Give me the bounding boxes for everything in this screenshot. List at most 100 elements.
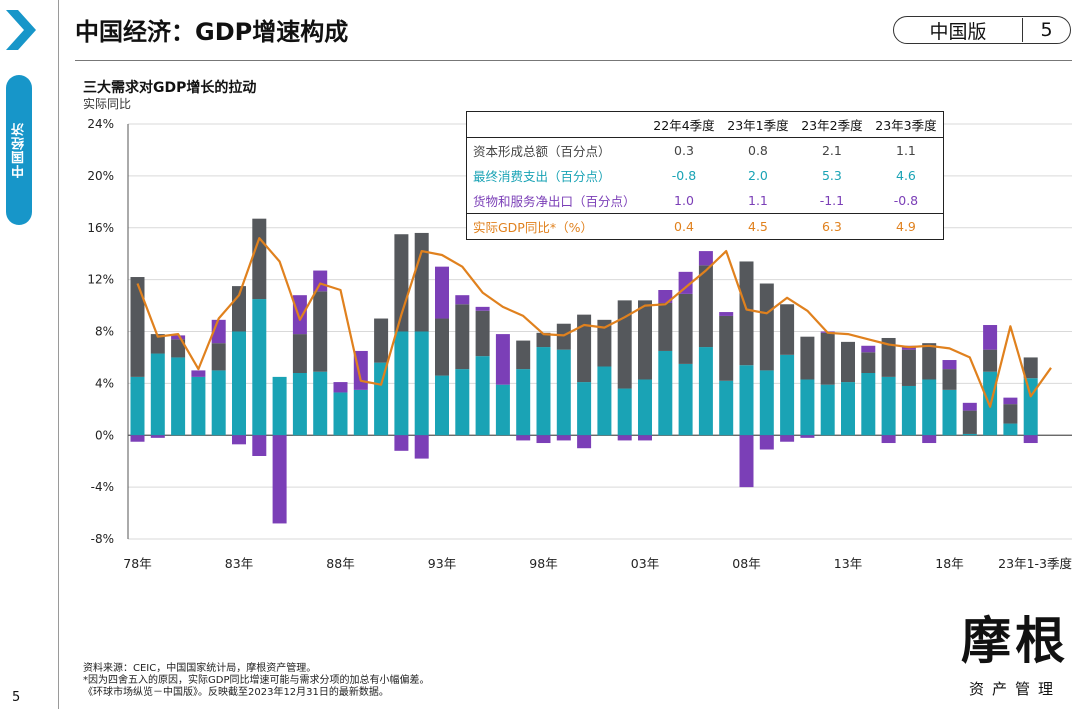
sidebar-tab-china-economy[interactable]: 中国经济	[6, 75, 32, 225]
bar-segment	[211, 343, 226, 371]
bar-segment	[577, 435, 592, 449]
bar-segment	[353, 389, 368, 436]
y-tick-label: 16%	[87, 221, 114, 235]
bar-segment	[780, 354, 795, 436]
x-tick-label: 78年	[123, 556, 151, 571]
bar-segment	[1023, 357, 1038, 379]
bar-segment	[150, 334, 165, 354]
bar-segment	[191, 376, 206, 436]
cell-value: 6.3	[821, 219, 842, 234]
bar-segment	[962, 433, 977, 436]
bar-segment	[658, 350, 673, 436]
bar-segment	[1003, 404, 1018, 424]
row-label: 实际GDP同比*（%）	[473, 220, 593, 235]
bar-segment	[942, 389, 957, 436]
bar-segment	[394, 331, 409, 436]
bar-segment	[130, 376, 145, 436]
bar-segment	[475, 306, 490, 311]
bar-segment	[211, 370, 226, 436]
bar-segment	[292, 295, 307, 335]
bar-segment	[150, 353, 165, 436]
bar-segment	[435, 318, 449, 376]
x-tick-label: 03年	[631, 556, 659, 571]
cell-value: 1.0	[674, 193, 694, 208]
bar-segment	[962, 402, 977, 411]
chevron-right-icon[interactable]	[4, 8, 38, 52]
cell-value: -0.8	[893, 193, 919, 208]
bar-segment	[232, 435, 246, 445]
x-tick-label: 83年	[225, 556, 253, 571]
left-rail: 中国经济 5	[0, 0, 59, 709]
bar-segment	[577, 314, 592, 383]
table-corner	[467, 112, 648, 138]
bar-segment	[171, 335, 186, 340]
bar-segment	[881, 337, 896, 377]
bar-segment	[536, 332, 551, 348]
y-tick-label: 12%	[87, 273, 114, 287]
table-col-header: 23年1季度	[727, 118, 789, 133]
bar-segment	[292, 373, 307, 436]
bar-segment	[780, 304, 795, 355]
edition-label: 中国版	[929, 20, 987, 43]
bar-segment	[495, 384, 510, 436]
bar-segment	[171, 357, 186, 436]
bar-segment	[1003, 423, 1018, 436]
bar-segment	[414, 435, 429, 459]
bar-segment	[638, 435, 652, 441]
bar-segment	[719, 380, 734, 436]
cell-value: 4.6	[896, 168, 916, 183]
bar-segment	[455, 295, 470, 305]
bar-segment	[333, 392, 348, 436]
bar-segment	[232, 331, 246, 436]
logo-main: 摩根	[961, 611, 1069, 670]
table-col-header: 23年3季度	[875, 118, 937, 133]
cell-value: 4.9	[896, 219, 916, 234]
bar-segment	[313, 371, 328, 436]
edition-separator	[1022, 18, 1023, 42]
bar-segment	[171, 339, 186, 358]
bar-segment	[698, 251, 713, 266]
bar-segment	[435, 375, 449, 436]
bar-segment	[597, 366, 612, 436]
bar-segment	[942, 369, 957, 390]
page-number-footer: 5	[12, 690, 21, 705]
bar-segment	[638, 300, 652, 380]
bar-segment	[556, 323, 571, 350]
chart-title: 三大需求对GDP增长的拉动	[83, 80, 257, 96]
bar-segment	[962, 410, 977, 434]
cell-value: -1.1	[819, 193, 845, 208]
row-label: 资本形成总额（百分点）	[473, 144, 611, 159]
bar-segment	[313, 270, 328, 292]
cell-value: 0.3	[674, 143, 694, 158]
bar-segment	[232, 286, 246, 332]
bar-segment	[556, 435, 571, 441]
bar-segment	[820, 384, 835, 436]
bar-segment	[150, 435, 165, 438]
cell-value: 1.1	[896, 143, 916, 158]
footnotes: 资料来源：CEIC，中国国家统计局，摩根资产管理。 *因为四舍五入的原因，实际G…	[83, 663, 429, 699]
bar-segment	[516, 340, 531, 370]
bar-segment	[130, 277, 145, 377]
y-tick-label: -8%	[91, 532, 114, 546]
table-row-capital: 资本形成总额（百分点） 0.3 0.8 2.1 1.1	[467, 138, 944, 164]
bar-segment	[516, 435, 531, 441]
bar-segment	[272, 376, 287, 436]
bar-segment	[942, 360, 957, 370]
bar-segment	[313, 291, 328, 372]
page-title: 中国经济：GDP增速构成	[75, 18, 349, 46]
row-label: 最终消费支出（百分点）	[473, 169, 611, 184]
bar-segment	[901, 349, 916, 386]
bar-segment	[658, 290, 673, 303]
x-tick-label: 18年	[935, 556, 963, 571]
bar-segment	[983, 349, 998, 372]
cell-value: -0.8	[671, 168, 697, 183]
footnote-rounding: *因为四舍五入的原因，实际GDP同比增速可能与需求分项的加总有小幅偏差。	[83, 675, 430, 686]
x-tick-label: 23年1-3季度	[998, 556, 1072, 571]
bar-segment	[861, 373, 876, 436]
table-col-header: 23年2季度	[801, 118, 863, 133]
y-tick-label: 0%	[95, 428, 114, 442]
bar-segment	[658, 302, 673, 351]
bar-segment	[1023, 435, 1038, 444]
bar-segment	[516, 369, 531, 436]
